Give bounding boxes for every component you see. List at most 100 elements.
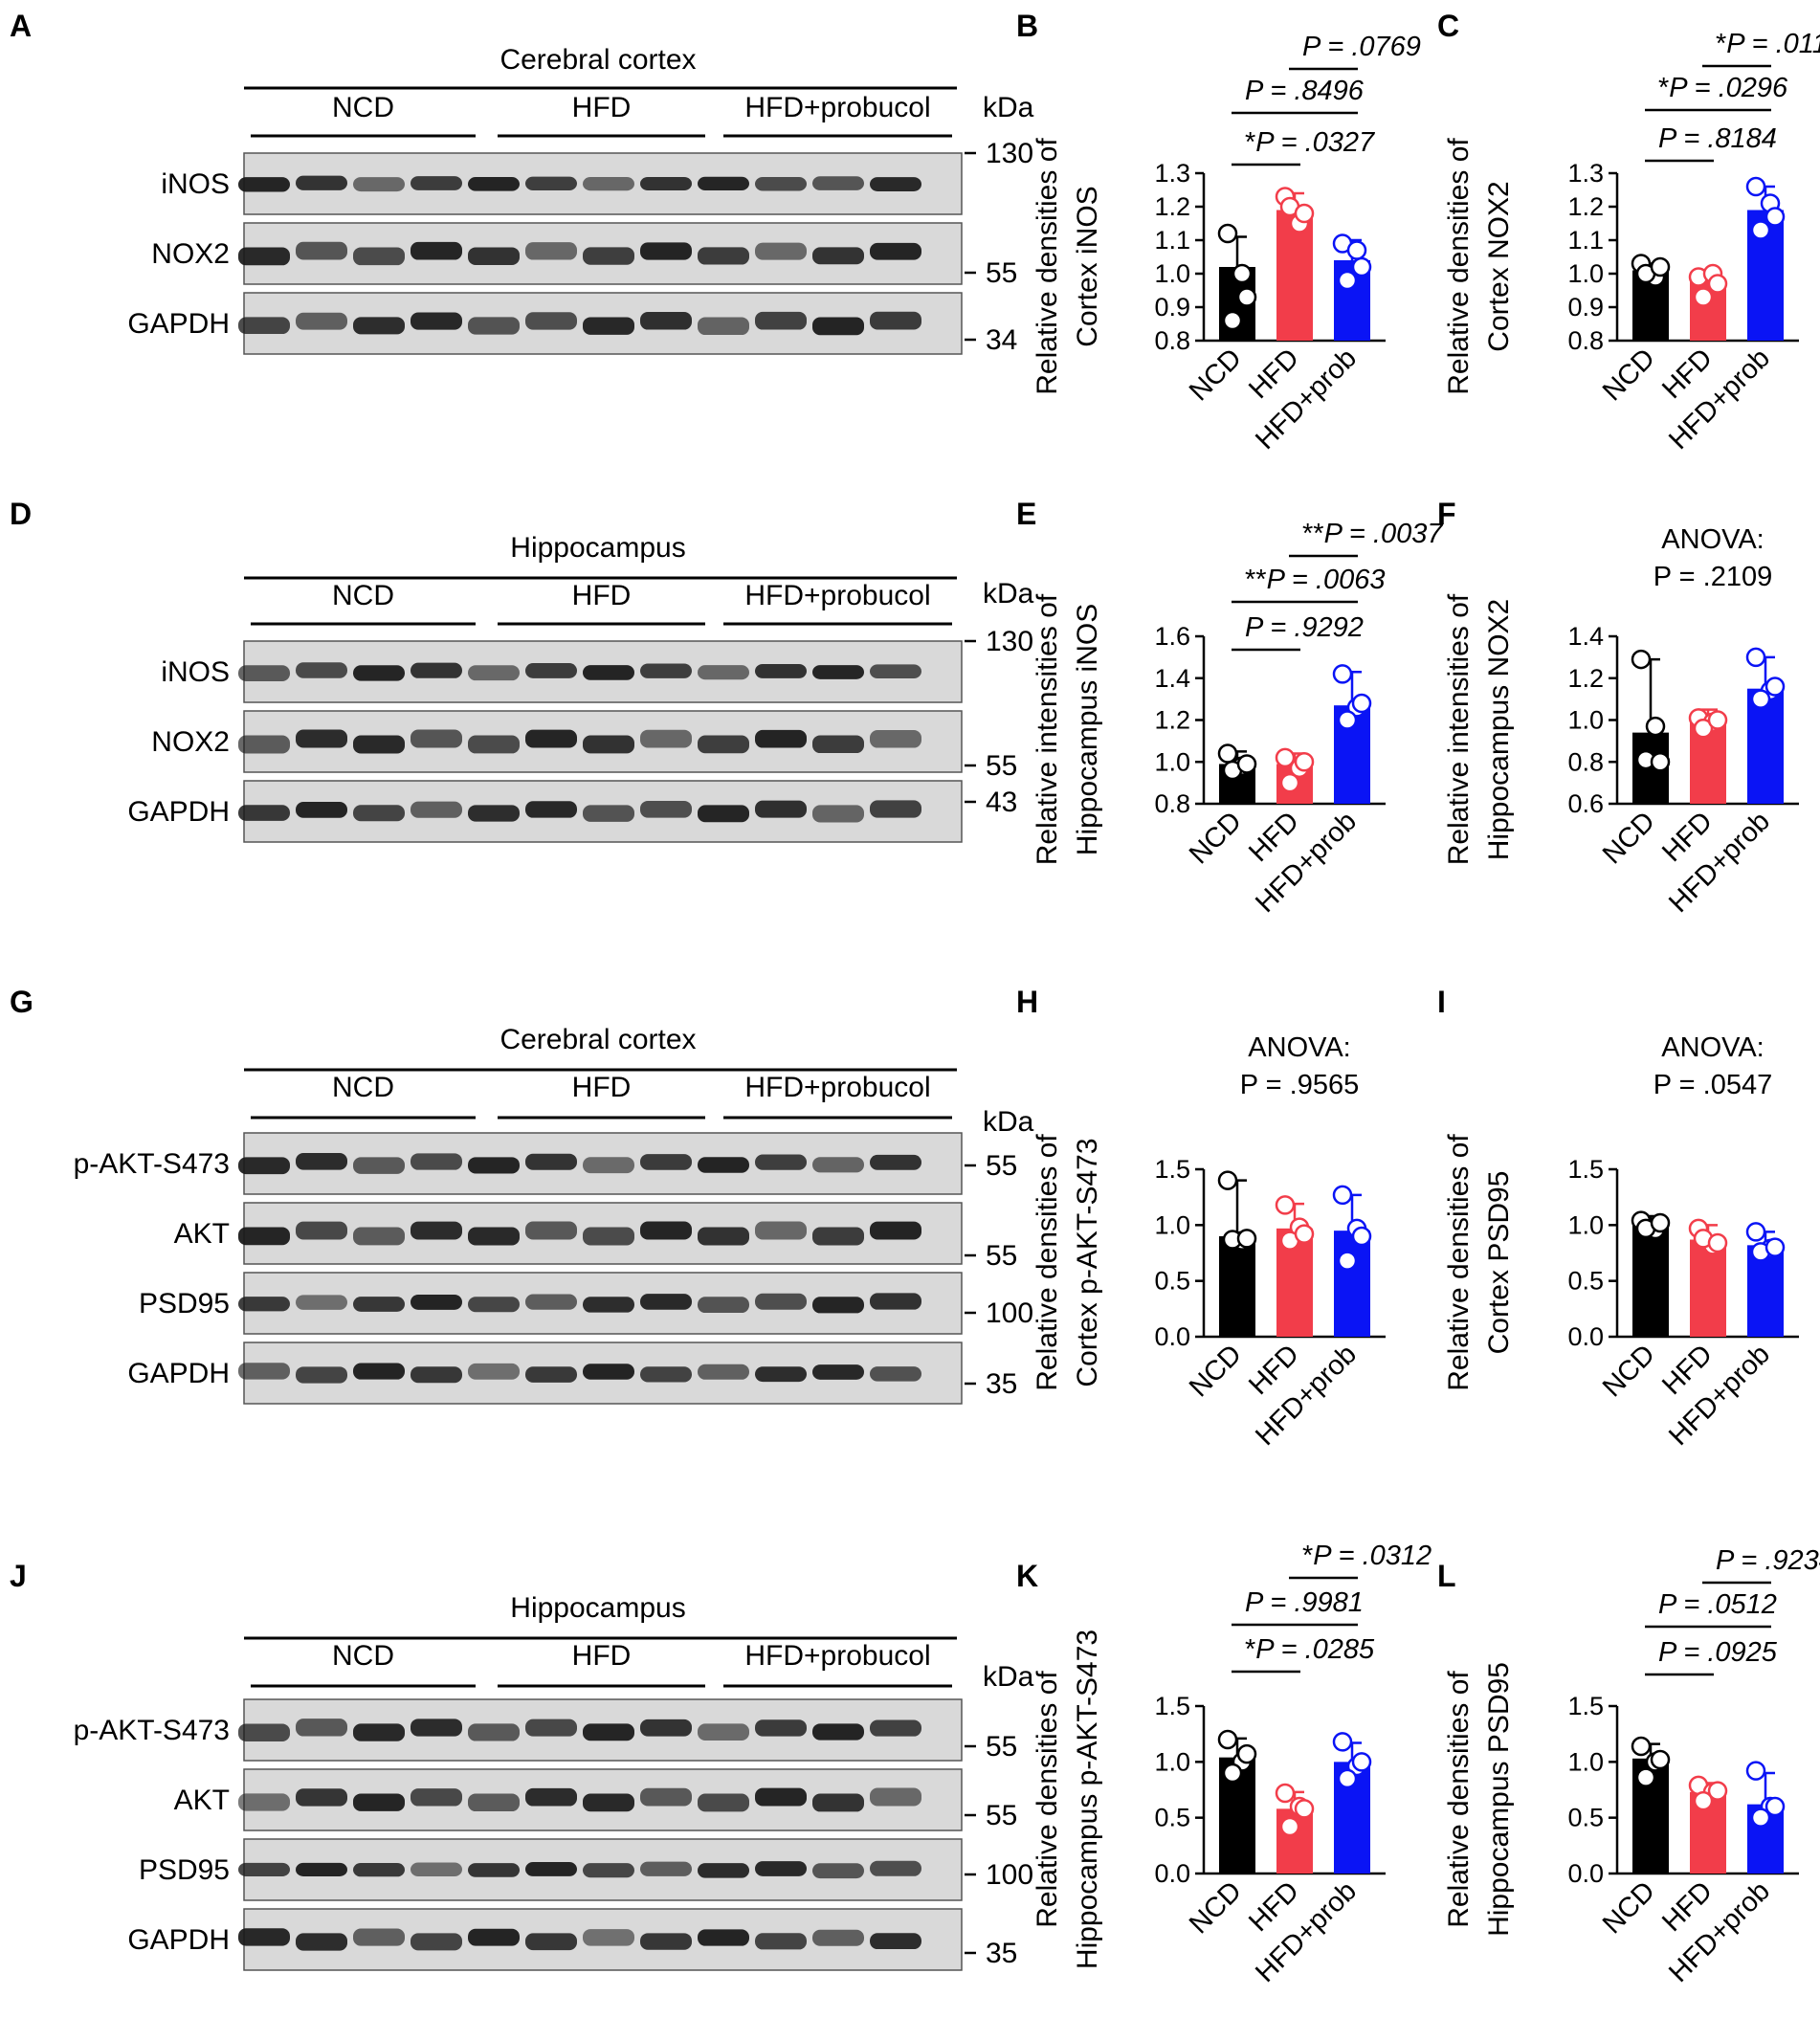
chart-stat-star: *: [1245, 1634, 1255, 1665]
blot-band: [583, 1723, 634, 1741]
blot-band: [411, 1366, 462, 1384]
blot-band: [698, 1364, 749, 1380]
chart-y-axis-label: Relative densities of: [1443, 138, 1475, 395]
blot-band: [296, 1295, 347, 1310]
blot-kda-value: 100: [986, 1859, 1033, 1891]
chart-y-tick-label: 0.8: [1567, 747, 1604, 776]
blot-kda-header: kDa: [983, 578, 1034, 610]
blot-band: [583, 1364, 634, 1380]
blot-band: [812, 247, 864, 265]
blot-band: [353, 1157, 405, 1174]
chart-data-point: [1222, 310, 1243, 331]
chart-y-axis-label: Relative densities of: [1032, 138, 1063, 395]
blot-band: [755, 1293, 807, 1310]
chart-y-tick-label: 0.8: [1154, 789, 1190, 818]
blot-band: [812, 1723, 864, 1741]
blot-kda-value: 55: [986, 257, 1017, 289]
chart-y-axis-label: Relative densities of: [1032, 1671, 1063, 1928]
blot-group-label: HFD: [572, 92, 632, 123]
panel-letter-B: B: [1016, 9, 1038, 43]
blot-band: [238, 1793, 290, 1811]
panel-letter-E: E: [1016, 497, 1036, 531]
blot-band: [812, 1929, 864, 1946]
blot-kda-value: 34: [986, 324, 1017, 356]
panel-letter-H: H: [1016, 985, 1038, 1019]
chart-stat-star: *: [1302, 1541, 1313, 1571]
blot-band: [353, 317, 405, 335]
blot-band: [812, 1364, 864, 1380]
panel-letter-D: D: [10, 497, 32, 531]
blot-band: [583, 177, 634, 191]
blot-tissue-title: Cerebral cortex: [499, 44, 696, 76]
blot-protein-label: NOX2: [151, 726, 230, 758]
blot-band: [296, 175, 347, 190]
chart-data-point: [1275, 1783, 1296, 1804]
blot-band: [353, 805, 405, 822]
chart-y-tick-label: 1.0: [1154, 259, 1190, 288]
chart-stat-label: *P = .0327: [1245, 127, 1376, 158]
blot-band: [411, 241, 462, 260]
blot-band: [296, 1719, 347, 1737]
chart-y-axis-label: Cortex NOX2: [1483, 181, 1515, 351]
chart-y-tick-label: 0.6: [1567, 789, 1604, 818]
chart-data-point: [1750, 220, 1771, 240]
blot-band: [238, 317, 290, 335]
blot-band: [698, 1297, 749, 1314]
blot-band: [468, 1793, 520, 1812]
blot-band: [525, 1862, 577, 1876]
chart-data-point: [1351, 256, 1372, 277]
blot-band: [411, 801, 462, 818]
chart-data-point: [1693, 287, 1714, 307]
blot-band: [353, 735, 405, 754]
blot-band: [812, 176, 864, 190]
blot-band: [812, 1227, 864, 1246]
blot-band: [755, 177, 807, 191]
blot-band: [353, 1723, 405, 1741]
chart-y-axis-label: Relative densities of: [1443, 1134, 1475, 1391]
blot-band: [870, 1933, 921, 1950]
blot-band: [525, 729, 577, 748]
chart-stat-text: P = .9234: [1716, 1545, 1820, 1576]
blot-kda-value: 130: [986, 138, 1033, 169]
chart-data-point: [1650, 1749, 1671, 1770]
blot-kda-value: 55: [986, 1150, 1017, 1182]
blot-protein-label: PSD95: [139, 1288, 230, 1319]
chart-stat-text: P = .8184: [1658, 123, 1777, 154]
blot-band: [812, 1297, 864, 1314]
blot-protein-label: GAPDH: [127, 1358, 230, 1389]
chart-stat-label: *P = .0296: [1658, 73, 1788, 103]
blot-band: [468, 177, 520, 191]
blot-band: [583, 1297, 634, 1313]
chart-anova-label: ANOVA:: [1661, 524, 1764, 555]
blot-kda-value: 100: [986, 1297, 1033, 1329]
chart-stat-text: P = .0037: [1324, 519, 1445, 549]
blot-band: [468, 1157, 520, 1174]
chart-stat-label: *P = .0285: [1245, 1634, 1375, 1665]
chart-anova-label: ANOVA:: [1248, 1032, 1350, 1063]
chart-data-point: [1707, 1232, 1728, 1253]
blot-band: [468, 1928, 520, 1946]
chart-data-point: [1631, 649, 1652, 670]
chart-data-point: [1765, 1796, 1786, 1817]
chart-data-point: [1765, 207, 1786, 227]
blot-band: [870, 800, 921, 818]
blot-band: [468, 1863, 520, 1877]
blot-protein-label: p-AKT-S473: [74, 1148, 230, 1180]
chart-data-point: [1351, 693, 1372, 714]
blot-band: [353, 1227, 405, 1246]
blot-band: [296, 801, 347, 818]
blot-band: [755, 242, 807, 260]
blot-band: [468, 805, 520, 822]
blot-kda-value: 55: [986, 1731, 1017, 1763]
blot-band: [755, 729, 807, 748]
blot-band: [870, 1719, 921, 1737]
blot-band: [870, 1221, 921, 1240]
chart-stat-label: P = .0925: [1658, 1637, 1778, 1668]
blot-band: [468, 735, 520, 754]
blot-band: [583, 1793, 634, 1812]
blot-protein-label: GAPDH: [127, 308, 230, 340]
blot-protein-label: NOX2: [151, 238, 230, 270]
chart-data-point: [1332, 1732, 1353, 1752]
blot-band: [583, 1863, 634, 1878]
chart-x-category-label: NCD: [1597, 1339, 1661, 1403]
